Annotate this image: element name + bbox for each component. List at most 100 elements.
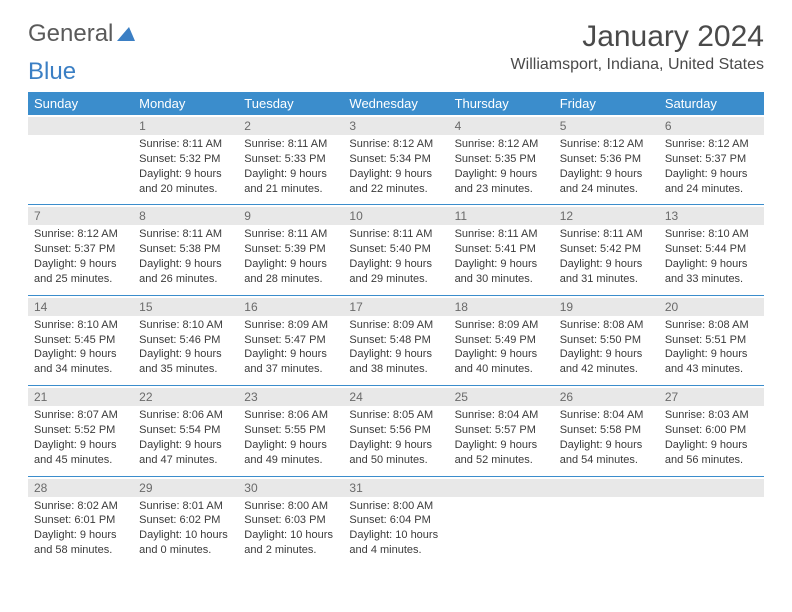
sunrise-text: Sunrise: 8:11 AM (244, 137, 337, 152)
day-info: Sunrise: 8:11 AMSunset: 5:42 PMDaylight:… (560, 227, 653, 286)
empty-cell (449, 476, 554, 566)
day-info: Sunrise: 8:11 AMSunset: 5:32 PMDaylight:… (139, 137, 232, 196)
daylight-text-2: and 29 minutes. (349, 272, 442, 287)
day-info: Sunrise: 8:12 AMSunset: 5:37 PMDaylight:… (665, 137, 758, 196)
day-cell: 4Sunrise: 8:12 AMSunset: 5:35 PMDaylight… (449, 115, 554, 205)
day-cell: 19Sunrise: 8:08 AMSunset: 5:50 PMDayligh… (554, 295, 659, 385)
daylight-text-1: Daylight: 9 hours (34, 347, 127, 362)
sunset-text: Sunset: 5:40 PM (349, 242, 442, 257)
day-number: 27 (659, 388, 764, 406)
day-info: Sunrise: 8:03 AMSunset: 6:00 PMDaylight:… (665, 408, 758, 467)
daylight-text-2: and 23 minutes. (455, 182, 548, 197)
sunset-text: Sunset: 6:01 PM (34, 513, 127, 528)
sunset-text: Sunset: 5:48 PM (349, 333, 442, 348)
day-cell: 11Sunrise: 8:11 AMSunset: 5:41 PMDayligh… (449, 205, 554, 295)
sunset-text: Sunset: 5:52 PM (34, 423, 127, 438)
sunset-text: Sunset: 5:36 PM (560, 152, 653, 167)
sunset-text: Sunset: 5:51 PM (665, 333, 758, 348)
day-info: Sunrise: 8:06 AMSunset: 5:55 PMDaylight:… (244, 408, 337, 467)
daylight-text-1: Daylight: 9 hours (665, 257, 758, 272)
daylight-text-1: Daylight: 9 hours (34, 257, 127, 272)
daylight-text-1: Daylight: 9 hours (349, 167, 442, 182)
daylight-text-1: Daylight: 9 hours (560, 438, 653, 453)
sunrise-text: Sunrise: 8:12 AM (34, 227, 127, 242)
day-number: 23 (238, 388, 343, 406)
day-number: 10 (343, 207, 448, 225)
daylight-text-1: Daylight: 9 hours (665, 167, 758, 182)
day-number: 31 (343, 479, 448, 497)
daylight-text-2: and 2 minutes. (244, 543, 337, 558)
day-cell: 22Sunrise: 8:06 AMSunset: 5:54 PMDayligh… (133, 386, 238, 476)
day-info: Sunrise: 8:12 AMSunset: 5:34 PMDaylight:… (349, 137, 442, 196)
day-info: Sunrise: 8:12 AMSunset: 5:37 PMDaylight:… (34, 227, 127, 286)
day-cell: 14Sunrise: 8:10 AMSunset: 5:45 PMDayligh… (28, 295, 133, 385)
daylight-text-2: and 50 minutes. (349, 453, 442, 468)
day-number: 17 (343, 298, 448, 316)
daylight-text-1: Daylight: 9 hours (139, 438, 232, 453)
daylight-text-2: and 33 minutes. (665, 272, 758, 287)
day-info: Sunrise: 8:08 AMSunset: 5:51 PMDaylight:… (665, 318, 758, 377)
day-cell: 12Sunrise: 8:11 AMSunset: 5:42 PMDayligh… (554, 205, 659, 295)
day-info: Sunrise: 8:09 AMSunset: 5:49 PMDaylight:… (455, 318, 548, 377)
sunset-text: Sunset: 5:39 PM (244, 242, 337, 257)
sunset-text: Sunset: 5:46 PM (139, 333, 232, 348)
day-cell: 18Sunrise: 8:09 AMSunset: 5:49 PMDayligh… (449, 295, 554, 385)
daylight-text-2: and 25 minutes. (34, 272, 127, 287)
daylight-text-1: Daylight: 10 hours (244, 528, 337, 543)
daylight-text-2: and 31 minutes. (560, 272, 653, 287)
day-number: 9 (238, 207, 343, 225)
day-number: 1 (133, 117, 238, 135)
day-cell: 30Sunrise: 8:00 AMSunset: 6:03 PMDayligh… (238, 476, 343, 566)
sunrise-text: Sunrise: 8:11 AM (244, 227, 337, 242)
day-cell: 13Sunrise: 8:10 AMSunset: 5:44 PMDayligh… (659, 205, 764, 295)
sunrise-text: Sunrise: 8:11 AM (139, 137, 232, 152)
daylight-text-2: and 43 minutes. (665, 362, 758, 377)
empty-cell (659, 476, 764, 566)
day-header-thursday: Thursday (449, 92, 554, 115)
daylight-text-2: and 34 minutes. (34, 362, 127, 377)
sunrise-text: Sunrise: 8:12 AM (560, 137, 653, 152)
sunset-text: Sunset: 6:02 PM (139, 513, 232, 528)
sunset-text: Sunset: 5:57 PM (455, 423, 548, 438)
calendar-table: SundayMondayTuesdayWednesdayThursdayFrid… (28, 92, 764, 566)
day-cell: 1 Sunrise: 8:11 AMSunset: 5:32 PMDaylight… (133, 115, 238, 205)
day-info: Sunrise: 8:00 AMSunset: 6:04 PMDaylight:… (349, 499, 442, 558)
week-row: 14Sunrise: 8:10 AMSunset: 5:45 PMDayligh… (28, 295, 764, 385)
sunset-text: Sunset: 6:04 PM (349, 513, 442, 528)
sunrise-text: Sunrise: 8:10 AM (34, 318, 127, 333)
day-number: 11 (449, 207, 554, 225)
daylight-text-1: Daylight: 9 hours (560, 167, 653, 182)
day-header-row: SundayMondayTuesdayWednesdayThursdayFrid… (28, 92, 764, 115)
sunrise-text: Sunrise: 8:07 AM (34, 408, 127, 423)
day-number: 24 (343, 388, 448, 406)
day-cell: 27 Sunrise: 8:03 AMSunset: 6:00 PMDayligh… (659, 386, 764, 476)
sunset-text: Sunset: 5:42 PM (560, 242, 653, 257)
daylight-text-2: and 26 minutes. (139, 272, 232, 287)
daylight-text-2: and 40 minutes. (455, 362, 548, 377)
day-cell: 23 Sunrise: 8:06 AMSunset: 5:55 PMDayligh… (238, 386, 343, 476)
sunset-text: Sunset: 5:33 PM (244, 152, 337, 167)
sunrise-text: Sunrise: 8:04 AM (455, 408, 548, 423)
day-number: 20 (659, 298, 764, 316)
day-header-wednesday: Wednesday (343, 92, 448, 115)
day-info: Sunrise: 8:10 AMSunset: 5:46 PMDaylight:… (139, 318, 232, 377)
sunset-text: Sunset: 5:47 PM (244, 333, 337, 348)
sunset-text: Sunset: 5:55 PM (244, 423, 337, 438)
day-info: Sunrise: 8:01 AMSunset: 6:02 PMDaylight:… (139, 499, 232, 558)
week-row: 1 Sunrise: 8:11 AMSunset: 5:32 PMDaylight… (28, 115, 764, 205)
sunrise-text: Sunrise: 8:10 AM (665, 227, 758, 242)
day-info: Sunrise: 8:08 AMSunset: 5:50 PMDaylight:… (560, 318, 653, 377)
day-number: 29 (133, 479, 238, 497)
sunrise-text: Sunrise: 8:06 AM (244, 408, 337, 423)
sunrise-text: Sunrise: 8:06 AM (139, 408, 232, 423)
sunrise-text: Sunrise: 8:09 AM (244, 318, 337, 333)
day-number: 15 (133, 298, 238, 316)
daylight-text-1: Daylight: 9 hours (665, 347, 758, 362)
day-header-saturday: Saturday (659, 92, 764, 115)
day-header-friday: Friday (554, 92, 659, 115)
sunrise-text: Sunrise: 8:00 AM (349, 499, 442, 514)
day-header-monday: Monday (133, 92, 238, 115)
sunset-text: Sunset: 5:49 PM (455, 333, 548, 348)
day-info: Sunrise: 8:02 AMSunset: 6:01 PMDaylight:… (34, 499, 127, 558)
day-number: 3 (343, 117, 448, 135)
